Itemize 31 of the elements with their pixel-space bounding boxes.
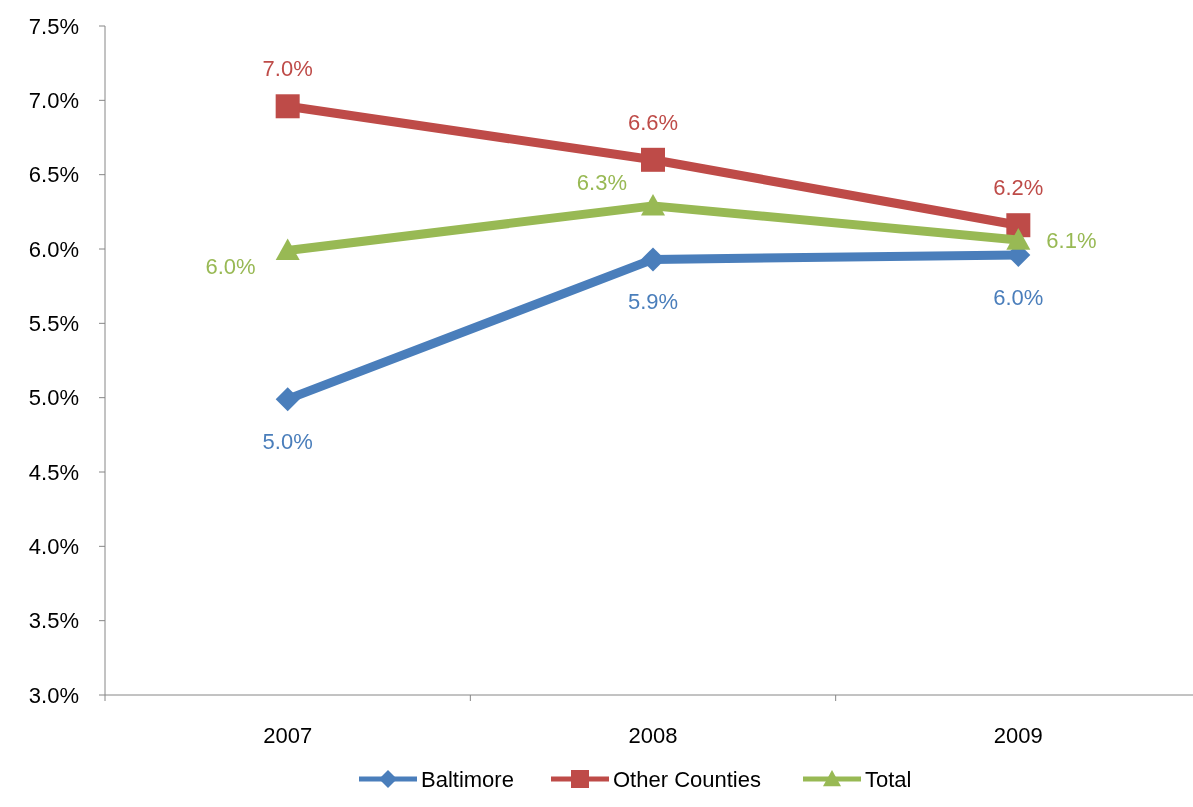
y-tick-label: 6.5% [28, 162, 79, 188]
y-tick-label: 4.0% [28, 534, 79, 560]
y-tick-label: 6.0% [28, 236, 79, 262]
y-tick-label: 7.5% [28, 13, 79, 39]
data-label: 7.0% [262, 56, 313, 82]
data-label: 6.2% [993, 175, 1044, 201]
legend-label: Baltimore [421, 766, 514, 792]
point [275, 238, 300, 261]
point [275, 94, 300, 119]
data-label: 5.0% [262, 429, 313, 455]
point [1006, 228, 1031, 250]
point [275, 387, 300, 412]
point [641, 147, 665, 172]
x-tick-label: 2008 [628, 723, 678, 748]
y-tick-label: 3.5% [28, 608, 79, 634]
data-label: 5.9% [627, 289, 679, 315]
legend-label: Total [865, 766, 912, 792]
data-label: 6.1% [1046, 228, 1097, 254]
y-tick-label: 5.0% [28, 385, 79, 411]
data-label: 6.0% [993, 284, 1044, 310]
y-tick-label: 7.0% [28, 88, 79, 114]
point [641, 193, 665, 216]
x-tick-label: 2009 [993, 723, 1043, 748]
data-label: 6.6% [627, 109, 679, 135]
data-label: 6.3% [576, 169, 627, 195]
x-tick-label: 2007 [263, 723, 313, 748]
y-tick-label: 3.0% [28, 682, 79, 708]
y-tick-label: 4.5% [28, 459, 79, 485]
y-tick-label: 5.5% [28, 311, 79, 337]
legend-label: Other Counties [613, 766, 761, 792]
data-label: 6.0% [205, 254, 256, 280]
